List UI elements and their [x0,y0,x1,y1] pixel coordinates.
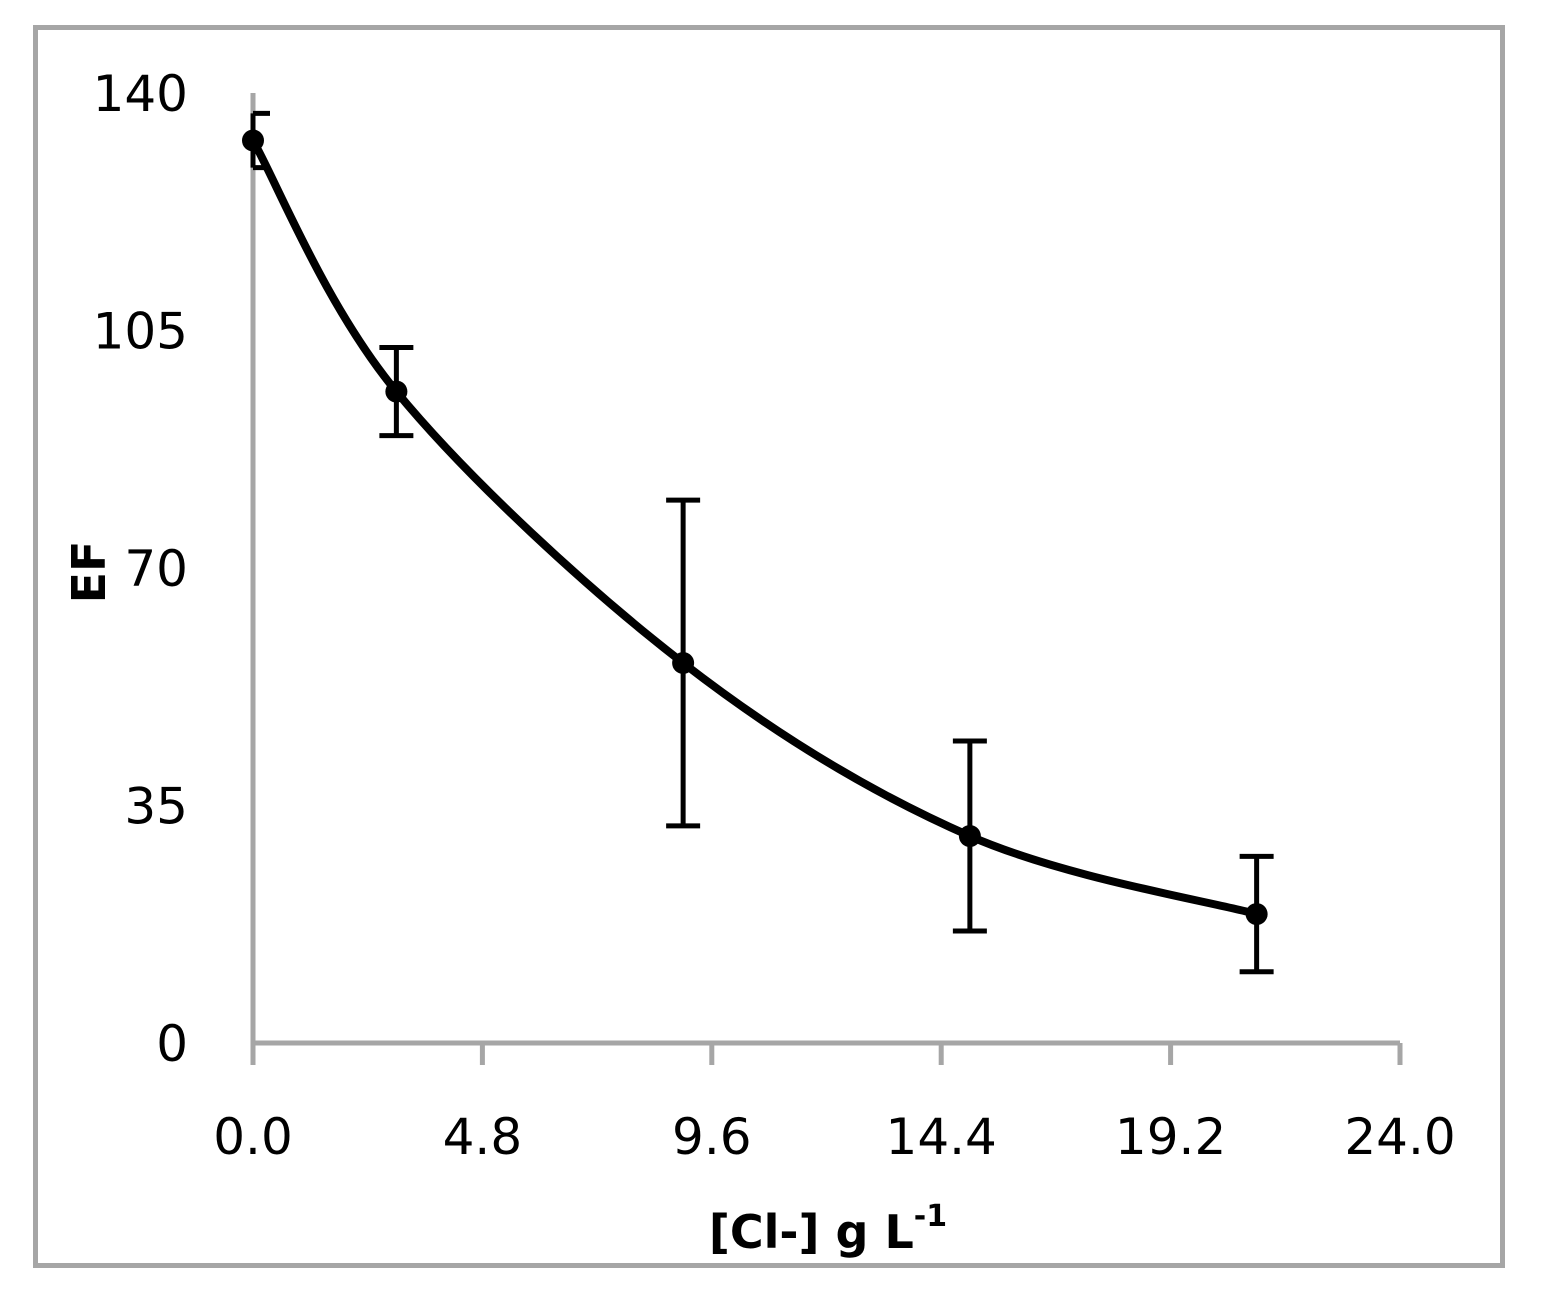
x-axis-title-superscript: -1 [914,1199,947,1234]
data-point [385,380,408,403]
data-point [958,825,981,848]
x-tick-label: 9.6 [672,1108,752,1166]
series-lines [249,136,1261,919]
x-tick-label: 0.0 [213,1108,293,1166]
data-point [672,652,695,674]
y-tick-label: 35 [124,778,188,836]
x-axis-title: [Cl-] g L-1 [709,1199,947,1259]
x-axis-title-main: [Cl-] g L [709,1205,914,1259]
axes [250,93,1403,1065]
y-tick-label: 105 [93,303,188,361]
x-tick-label: 19.2 [1115,1108,1226,1166]
y-tick-label: 140 [93,65,188,123]
x-tick-label: 4.8 [443,1108,523,1166]
x-tick-label: 24.0 [1344,1108,1455,1166]
tick-labels: 0.0 4.8 9.6 14.4 19.2 24.0 0 35 70 105 140 [93,65,1456,1166]
x-tick-label: 14.4 [886,1108,997,1166]
y-axis-title: EF [62,541,116,604]
series-line [249,136,1261,919]
y-tick-label: 70 [124,540,188,598]
data-point [242,129,264,152]
chart-frame [33,25,1505,1268]
data-point [1245,903,1268,926]
data-points [242,129,1268,926]
error-bars [250,110,1274,975]
y-tick-label: 0 [156,1015,188,1073]
